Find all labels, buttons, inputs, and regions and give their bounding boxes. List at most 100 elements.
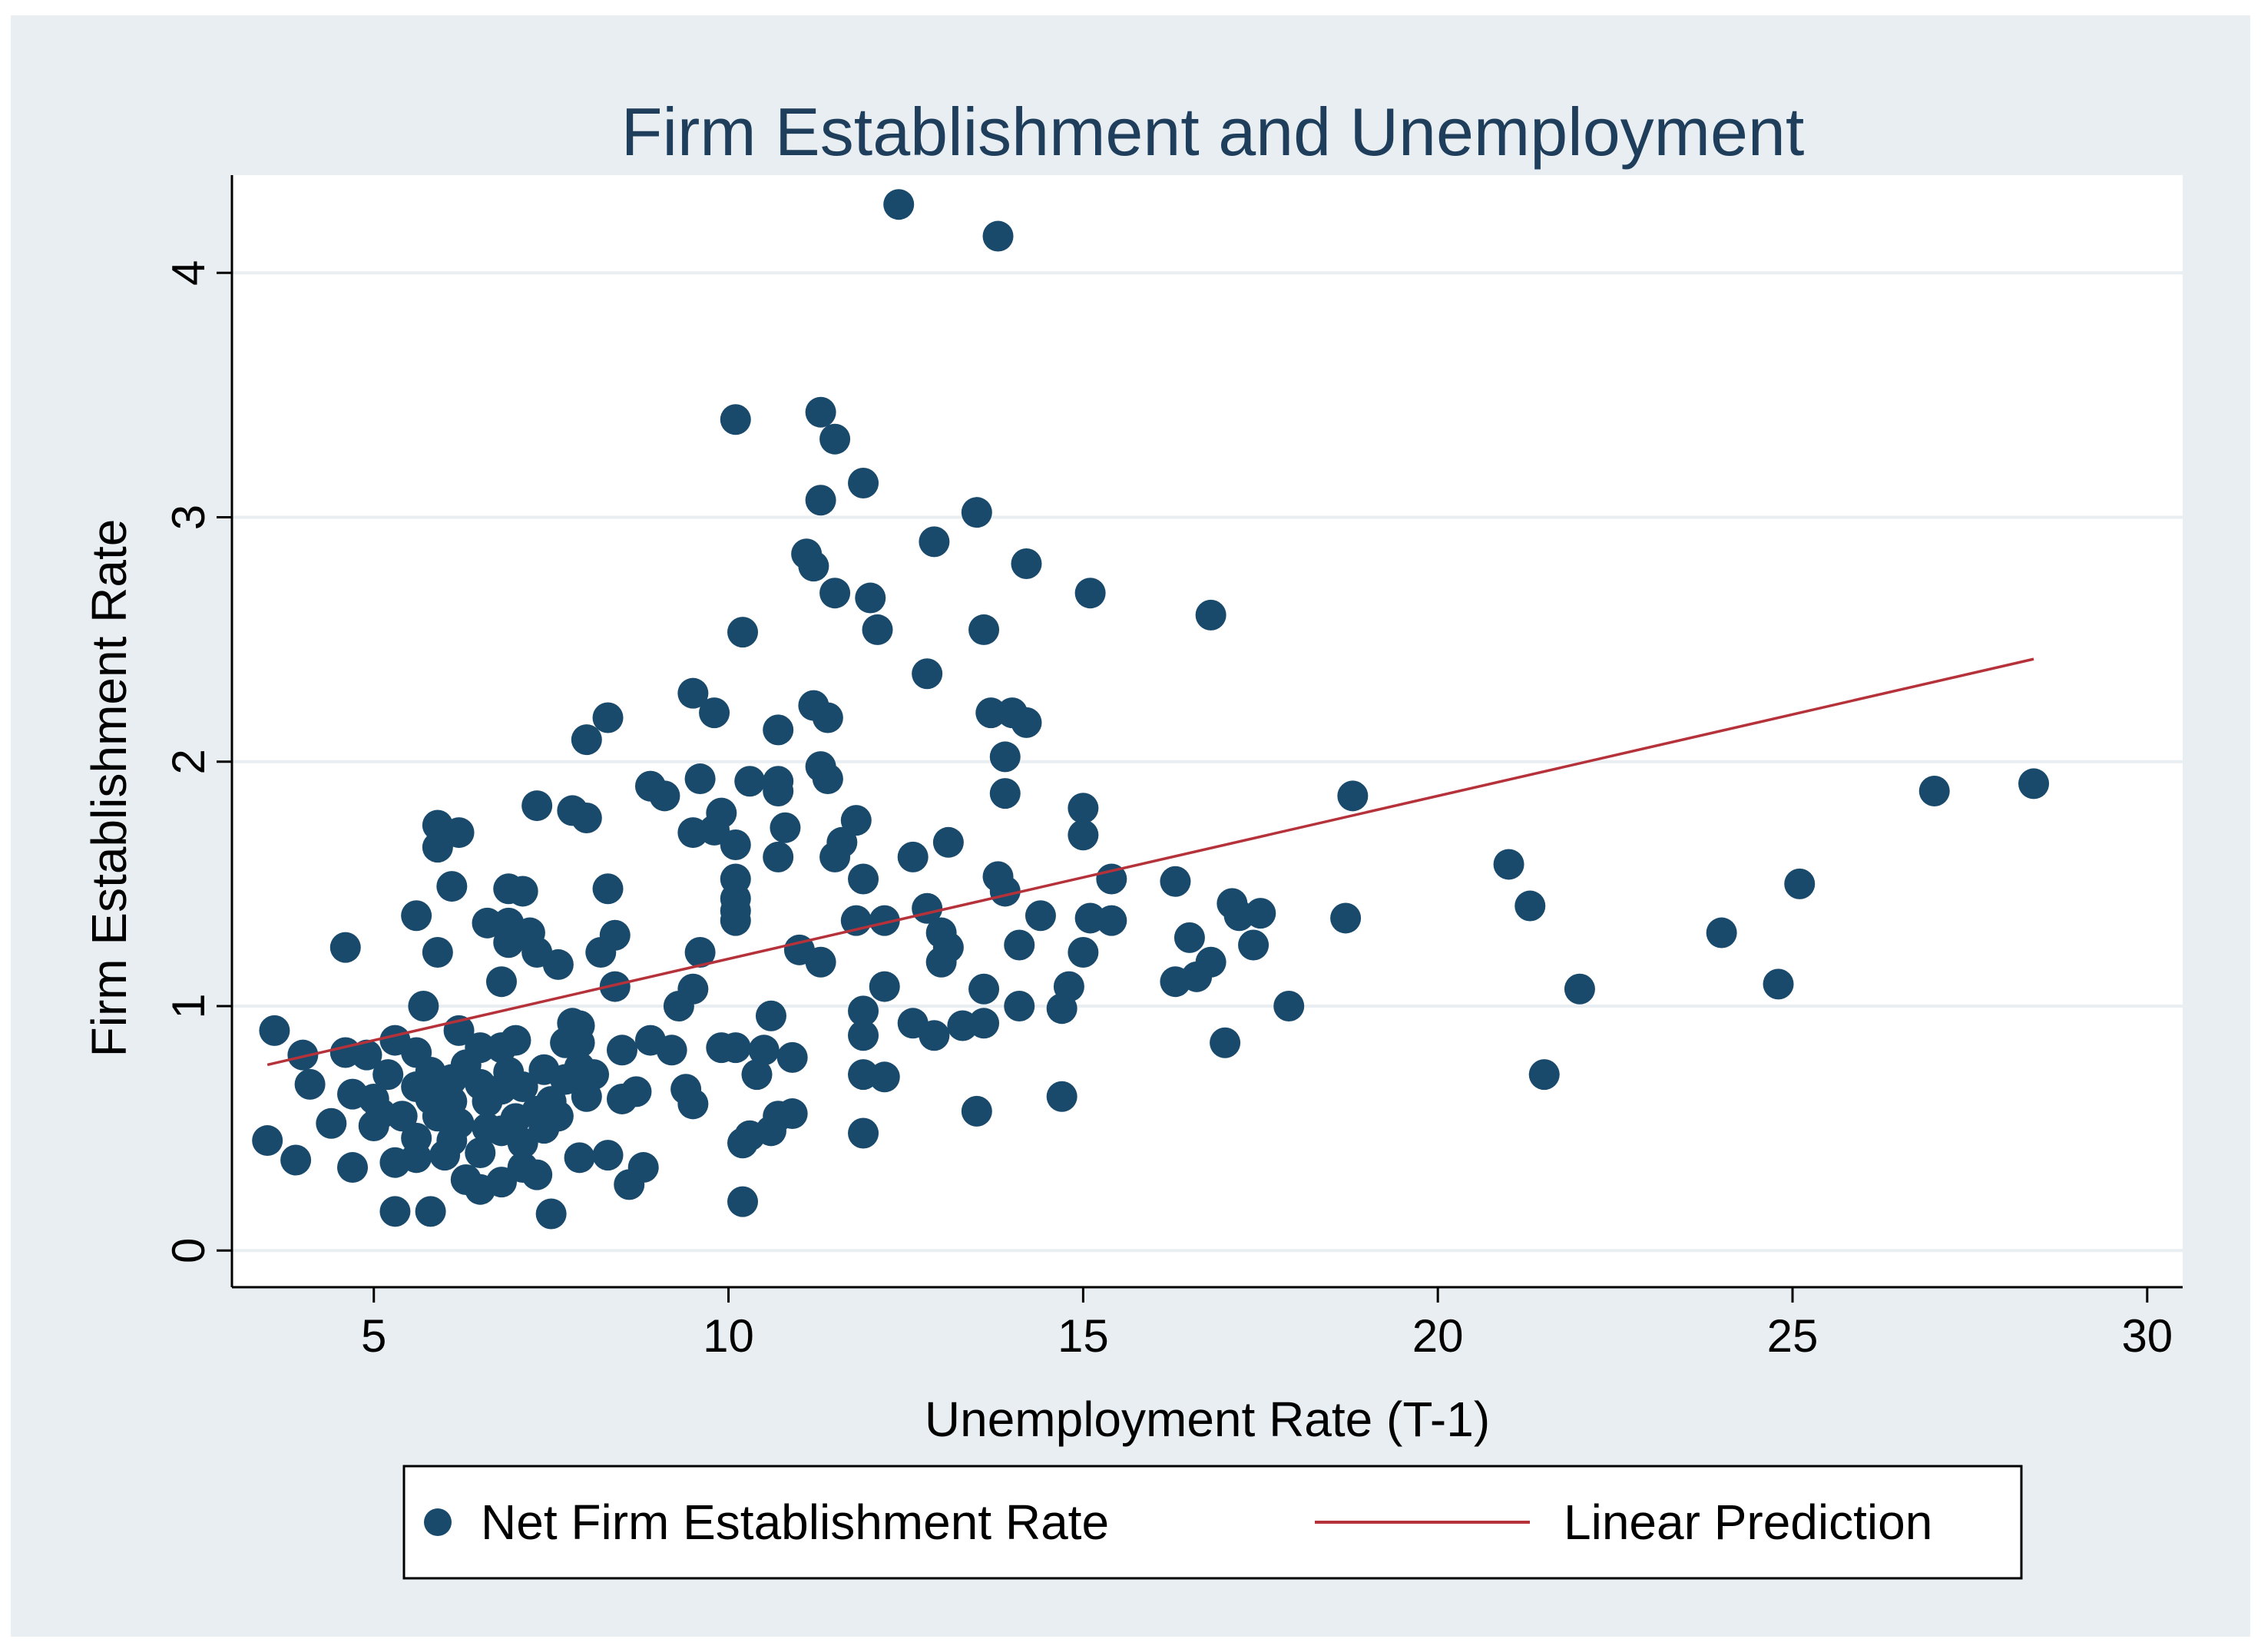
data-point <box>379 1196 411 1227</box>
data-point <box>975 697 1007 729</box>
data-point <box>1160 866 1191 897</box>
data-point <box>564 1142 595 1174</box>
data-point <box>329 932 361 963</box>
chart-frame: Firm Establishment and Unemployment 0 1 2 3… <box>11 15 2250 1637</box>
data-point <box>287 1039 319 1071</box>
data-point <box>919 526 950 558</box>
y-tick-label: 3 <box>163 505 214 530</box>
data-point <box>919 1020 950 1051</box>
data-point <box>982 220 1014 252</box>
legend-box <box>402 1465 2023 1580</box>
data-point <box>925 946 957 978</box>
data-point <box>989 876 1021 907</box>
data-point <box>1493 849 1524 880</box>
data-point <box>259 1015 290 1046</box>
data-point <box>1011 548 1042 580</box>
data-point <box>621 1076 652 1107</box>
y-axis-ticks: 0 1 2 3 4 <box>163 260 232 1263</box>
data-point <box>2018 768 2050 800</box>
data-point <box>932 826 964 858</box>
data-point <box>1011 707 1042 738</box>
data-point <box>848 863 879 895</box>
data-point <box>294 1068 326 1100</box>
data-point <box>805 396 836 428</box>
data-point <box>848 467 879 498</box>
data-point <box>763 714 794 746</box>
data-point <box>401 900 432 932</box>
data-point <box>855 582 886 614</box>
y-tick-label: 0 <box>163 1238 214 1263</box>
x-tick-label: 20 <box>1412 1310 1464 1362</box>
data-point <box>429 1140 461 1171</box>
data-point <box>1515 890 1546 922</box>
data-point <box>968 1008 1000 1039</box>
data-point <box>798 551 829 582</box>
scatter-chart: Firm Establishment and Unemployment 0 1 2 3… <box>81 94 2183 1580</box>
data-point <box>684 763 716 795</box>
data-point <box>485 966 517 998</box>
data-point <box>493 927 525 958</box>
data-point <box>1096 905 1127 936</box>
data-point <box>677 677 709 709</box>
data-point <box>528 1113 560 1144</box>
data-point <box>862 614 893 645</box>
data-point <box>840 805 872 836</box>
data-point <box>1784 868 1816 899</box>
data-point <box>763 775 794 806</box>
data-point <box>763 841 794 872</box>
data-point <box>819 578 851 609</box>
data-point <box>869 905 900 936</box>
data-point <box>1174 922 1205 953</box>
data-point <box>1160 966 1191 998</box>
data-point <box>1046 1081 1078 1112</box>
data-point <box>961 1095 992 1127</box>
data-point <box>869 971 900 1002</box>
data-point <box>1238 929 1270 961</box>
data-point <box>989 741 1021 773</box>
data-point <box>521 1159 553 1190</box>
data-point <box>571 802 602 833</box>
data-point <box>968 973 1000 1005</box>
data-point <box>1046 993 1078 1025</box>
data-point <box>401 1142 432 1174</box>
x-axis-label: Unemployment Rate (T-1) <box>925 1392 1490 1447</box>
data-point <box>819 423 851 455</box>
data-point <box>372 1059 404 1091</box>
data-point <box>564 1027 595 1058</box>
data-point <box>465 1137 496 1168</box>
data-point <box>507 876 538 907</box>
data-point <box>415 1196 446 1227</box>
data-point <box>812 763 843 795</box>
data-point <box>727 1186 759 1217</box>
y-tick-label: 2 <box>163 749 214 774</box>
data-point <box>1004 991 1035 1022</box>
data-point <box>684 937 716 968</box>
data-point <box>968 614 1000 645</box>
data-point <box>1528 1059 1560 1091</box>
data-point <box>649 780 680 812</box>
x-tick-label: 25 <box>1767 1310 1819 1362</box>
x-axis-ticks: 5 10 15 20 25 30 <box>361 1287 2173 1362</box>
data-point <box>805 485 836 516</box>
data-point <box>607 1035 637 1066</box>
legend: Net Firm Establishment Rate Linear Predi… <box>402 1465 2023 1580</box>
data-point <box>485 1167 517 1198</box>
data-point <box>776 1098 808 1130</box>
gridlines <box>232 271 2183 1253</box>
data-point <box>614 1169 645 1200</box>
data-point <box>252 1125 283 1157</box>
data-point <box>734 766 766 797</box>
data-point <box>961 497 992 528</box>
data-point <box>869 1061 900 1093</box>
data-point <box>443 817 475 849</box>
data-point <box>571 724 602 756</box>
data-point <box>720 1032 751 1064</box>
chart-title: Firm Establishment and Unemployment <box>621 94 1805 170</box>
data-point <box>812 702 843 733</box>
data-point <box>542 948 574 980</box>
data-point <box>592 1140 624 1171</box>
data-point <box>422 937 453 968</box>
data-point <box>1004 929 1035 961</box>
data-point <box>897 841 929 872</box>
x-tick-label: 15 <box>1058 1310 1109 1362</box>
